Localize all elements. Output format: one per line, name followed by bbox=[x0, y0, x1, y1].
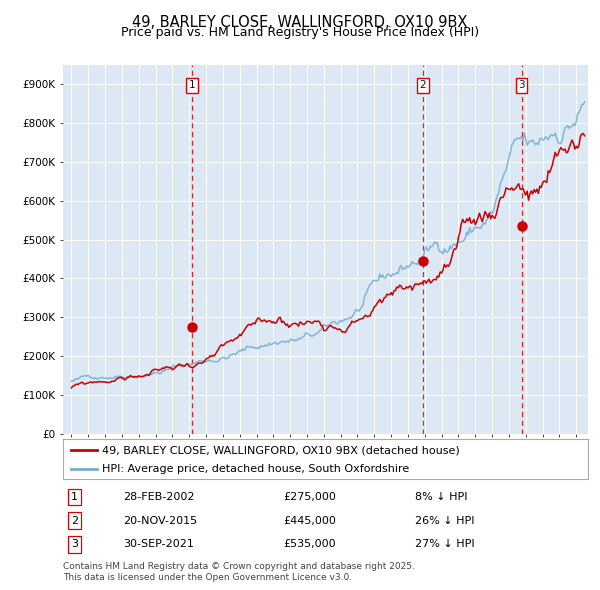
Text: 1: 1 bbox=[71, 492, 78, 502]
Text: 2: 2 bbox=[71, 516, 78, 526]
Text: 3: 3 bbox=[71, 539, 78, 549]
Text: 27% ↓ HPI: 27% ↓ HPI bbox=[415, 539, 475, 549]
Text: 26% ↓ HPI: 26% ↓ HPI bbox=[415, 516, 474, 526]
Text: 3: 3 bbox=[518, 80, 525, 90]
Text: 8% ↓ HPI: 8% ↓ HPI bbox=[415, 492, 467, 502]
Text: 20-NOV-2015: 20-NOV-2015 bbox=[124, 516, 197, 526]
Text: 1: 1 bbox=[188, 80, 195, 90]
Text: £445,000: £445,000 bbox=[284, 516, 337, 526]
Text: 2: 2 bbox=[419, 80, 426, 90]
Text: HPI: Average price, detached house, South Oxfordshire: HPI: Average price, detached house, Sout… bbox=[103, 464, 410, 474]
Text: Price paid vs. HM Land Registry's House Price Index (HPI): Price paid vs. HM Land Registry's House … bbox=[121, 26, 479, 39]
Text: 30-SEP-2021: 30-SEP-2021 bbox=[124, 539, 194, 549]
Text: Contains HM Land Registry data © Crown copyright and database right 2025.
This d: Contains HM Land Registry data © Crown c… bbox=[63, 562, 415, 582]
Text: £275,000: £275,000 bbox=[284, 492, 337, 502]
Text: 28-FEB-2002: 28-FEB-2002 bbox=[124, 492, 195, 502]
Text: 49, BARLEY CLOSE, WALLINGFORD, OX10 9BX (detached house): 49, BARLEY CLOSE, WALLINGFORD, OX10 9BX … bbox=[103, 445, 460, 455]
Text: £535,000: £535,000 bbox=[284, 539, 336, 549]
Text: 49, BARLEY CLOSE, WALLINGFORD, OX10 9BX: 49, BARLEY CLOSE, WALLINGFORD, OX10 9BX bbox=[133, 15, 467, 30]
